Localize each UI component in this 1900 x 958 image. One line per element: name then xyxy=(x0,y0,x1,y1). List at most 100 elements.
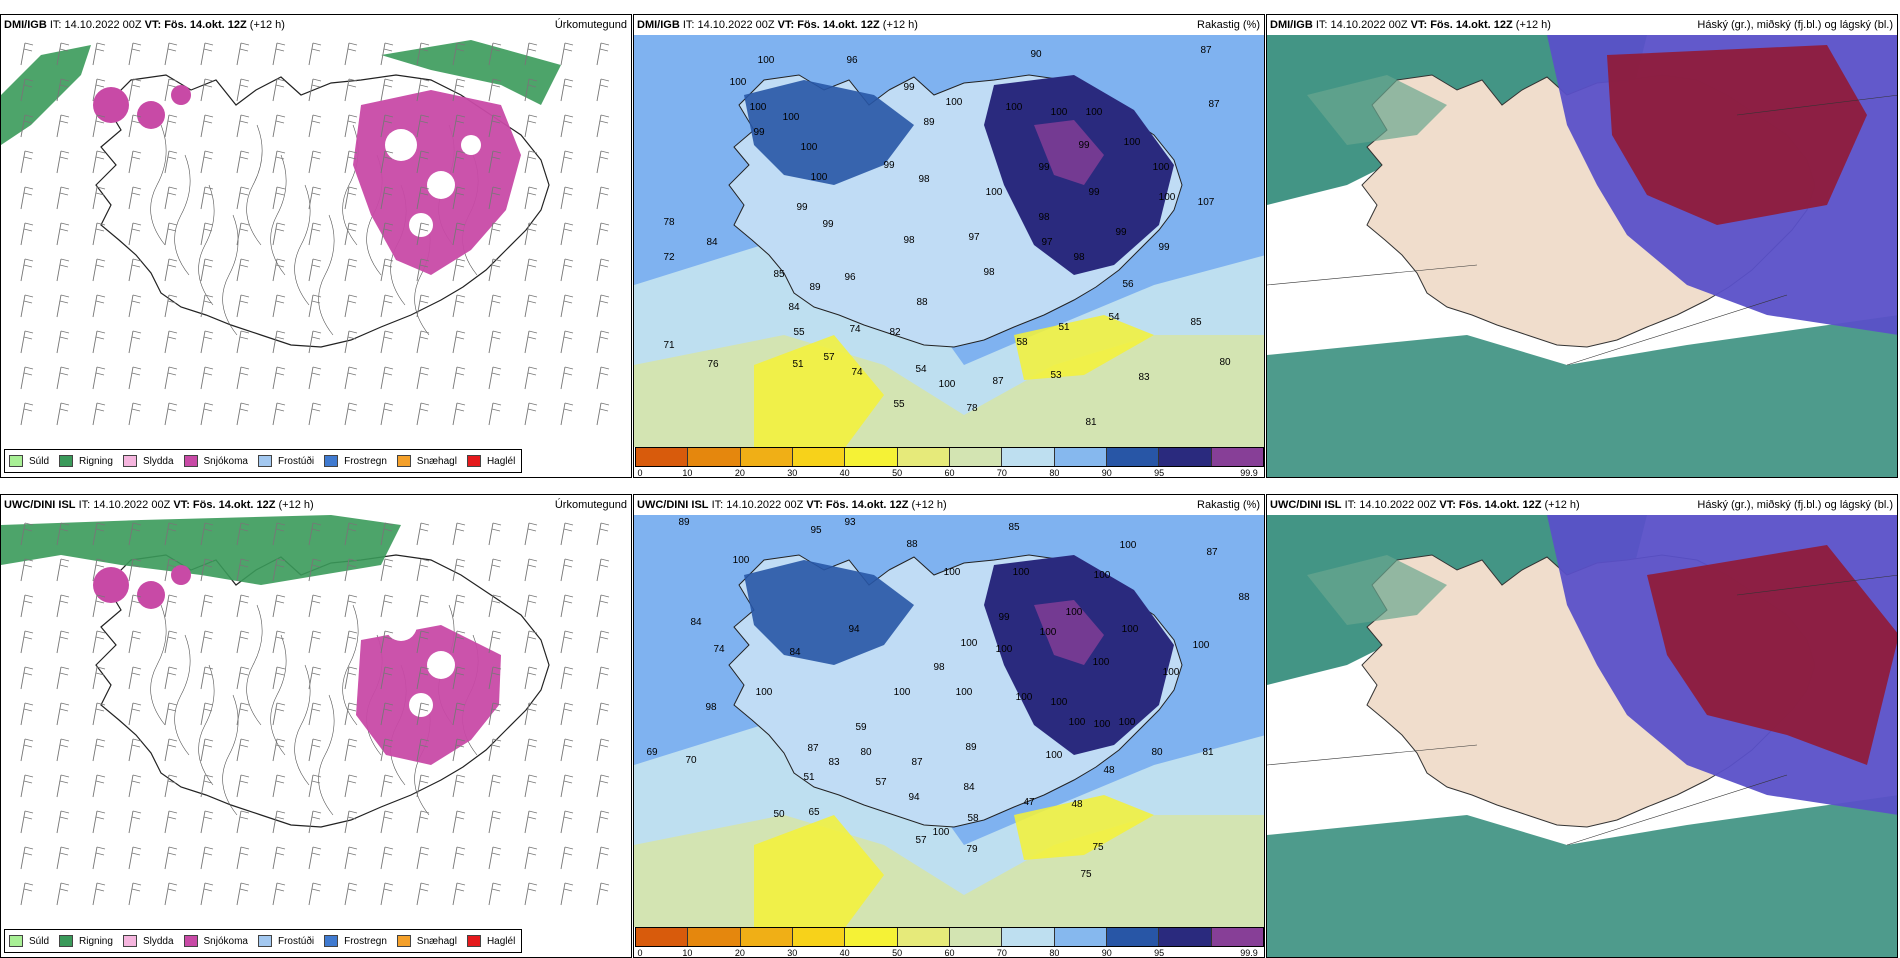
colorbar-cell xyxy=(1054,928,1107,946)
rh-value-label: 100 xyxy=(1046,750,1063,761)
cloud-map xyxy=(1267,515,1897,957)
rh-value-label: 100 xyxy=(1193,640,1210,651)
rh-value-label: 97 xyxy=(968,232,980,243)
colorbar-tick-label: 70 xyxy=(996,468,1007,478)
colorbar-cell xyxy=(740,928,793,946)
legend-label: Snæhagl xyxy=(416,455,457,467)
rh-value-label: 99 xyxy=(1038,162,1050,173)
rh-value-label: 100 xyxy=(1051,697,1068,708)
legend-label: Frostúði xyxy=(277,935,315,947)
rh-value-label: 84 xyxy=(788,302,800,313)
precip-type-panel-row1: DMI/IGB IT: 14.10.2022 00Z VT: Fös. 14.o… xyxy=(0,14,632,478)
colorbar-tick-label: 60 xyxy=(944,468,955,478)
rh-value-label: 100 xyxy=(946,97,963,108)
rh-value-label: 100 xyxy=(961,638,978,649)
colorbar-cell xyxy=(688,448,741,466)
legend-item-6: Snæhagl xyxy=(396,455,457,467)
rh-value-label: 99 xyxy=(1088,187,1100,198)
rh-value-label: 100 xyxy=(1006,102,1023,113)
precip-type-panel-row2: UWC/DINI ISL IT: 14.10.2022 00Z VT: Fös.… xyxy=(0,494,632,958)
legend-swatch xyxy=(122,935,137,947)
legend-label: Rigning xyxy=(79,455,113,467)
rh-value-label: 100 xyxy=(944,567,961,578)
rh-value-label: 58 xyxy=(1016,337,1028,348)
rh-value-label: 74 xyxy=(849,324,861,335)
legend-label: Rigning xyxy=(79,935,113,947)
rh-value-label: 87 xyxy=(1200,45,1212,56)
rh-value-label: 89 xyxy=(678,517,690,528)
colorbar-tick-label: 0 xyxy=(637,468,643,478)
rh-value-label: 99 xyxy=(883,160,895,171)
rh-value-label: 100 xyxy=(783,112,800,123)
rh-value-label: 100 xyxy=(1159,192,1176,203)
rh-value-label: 87 xyxy=(1208,99,1220,110)
rh-value-label: 98 xyxy=(983,267,995,278)
rh-value-label: 99 xyxy=(1158,242,1170,253)
rh-value-label: 83 xyxy=(1138,372,1150,383)
legend-swatch xyxy=(9,935,23,947)
rh-value-label: 100 xyxy=(1120,540,1137,551)
legend-swatch xyxy=(466,455,481,467)
legend-label: Haglél xyxy=(486,455,516,467)
rh-value-label: 84 xyxy=(963,782,975,793)
colorbar-cell xyxy=(1054,448,1107,466)
rh-value-label: 100 xyxy=(750,102,767,113)
rh-value-label: 89 xyxy=(923,117,935,128)
colorbar-tick-label: 30 xyxy=(787,468,798,478)
rh-value-label: 84 xyxy=(690,617,702,628)
panel-title: DMI/IGB IT: 14.10.2022 00Z VT: Fös. 14.o… xyxy=(1267,15,1897,35)
rh-map: 100 96 90 87 100 100 99 100 100 100 100 87 100 99 89 99… xyxy=(634,35,1264,449)
colorbar-cell xyxy=(845,928,898,946)
precip-legend: Súld Rigning Slydda Snjókoma Frostúði Frostre… xyxy=(4,929,523,953)
colorbar-cell xyxy=(1211,448,1263,466)
rh-value-label: 100 xyxy=(1069,717,1086,728)
rh-value-label: 84 xyxy=(706,237,718,248)
rh-value-label: 74 xyxy=(851,367,863,378)
rh-value-label: 83 xyxy=(828,757,840,768)
rh-value-label: 57 xyxy=(875,777,887,788)
rh-value-label: 100 xyxy=(1119,717,1136,728)
rh-value-label: 78 xyxy=(663,217,675,228)
rh-value-label: 69 xyxy=(646,747,658,758)
precip-legend: Súld Rigning Slydda Snjókoma Frostúði Frostre… xyxy=(4,449,523,473)
rh-colorbar: 0 10 20 30 40 50 60 70 80 90 95 99.9 xyxy=(634,447,1264,478)
rh-value-label: 98 xyxy=(1073,252,1085,263)
rh-value-label: 100 xyxy=(1153,162,1170,173)
cloud-panel-row2: UWC/DINI ISL IT: 14.10.2022 00Z VT: Fös.… xyxy=(1266,494,1898,958)
legend-swatch xyxy=(324,455,339,467)
colorbar-cell xyxy=(1106,928,1160,946)
legend-item-5: Frostregn xyxy=(324,455,387,467)
cloud-map xyxy=(1267,35,1897,477)
legend-swatch xyxy=(396,935,411,947)
rh-value-label: 82 xyxy=(889,327,901,338)
rh-value-label: 99 xyxy=(796,202,808,213)
colorbar-tick-label: 99.9 xyxy=(1240,468,1258,478)
rh-value-label: 99 xyxy=(998,612,1010,623)
colorbar-cell xyxy=(1002,448,1055,466)
legend-swatch xyxy=(59,455,74,467)
rh-value-label: 98 xyxy=(918,174,930,185)
legend-label: Súld xyxy=(29,455,50,467)
rh-value-label: 93 xyxy=(844,517,856,528)
rh-value-label: 59 xyxy=(855,722,867,733)
rh-value-label: 74 xyxy=(713,644,725,655)
rh-value-label: 107 xyxy=(1198,197,1215,208)
rh-panel-row2: UWC/DINI ISL IT: 14.10.2022 00Z VT: Fös.… xyxy=(633,494,1265,958)
rh-value-label: 71 xyxy=(663,340,675,351)
colorbar-cell xyxy=(949,448,1003,466)
colorbar-cell xyxy=(1159,448,1212,466)
colorbar-tick-label: 50 xyxy=(892,468,903,478)
legend-label: Súld xyxy=(29,935,50,947)
rh-value-label: 76 xyxy=(707,359,719,370)
rh-value-label: 80 xyxy=(1219,357,1231,368)
colorbar-tick-label: 10 xyxy=(682,468,693,478)
legend-label: Slydda xyxy=(142,455,174,467)
rh-value-label: 98 xyxy=(705,702,717,713)
rh-value-label: 99 xyxy=(1078,140,1090,151)
rh-value-label: 56 xyxy=(1122,279,1134,290)
legend-label: Slydda xyxy=(142,935,174,947)
rh-value-label: 94 xyxy=(848,624,860,635)
rh-value-label: 81 xyxy=(1085,417,1097,428)
rh-value-label: 100 xyxy=(1122,624,1139,635)
rh-value-label: 100 xyxy=(811,172,828,183)
